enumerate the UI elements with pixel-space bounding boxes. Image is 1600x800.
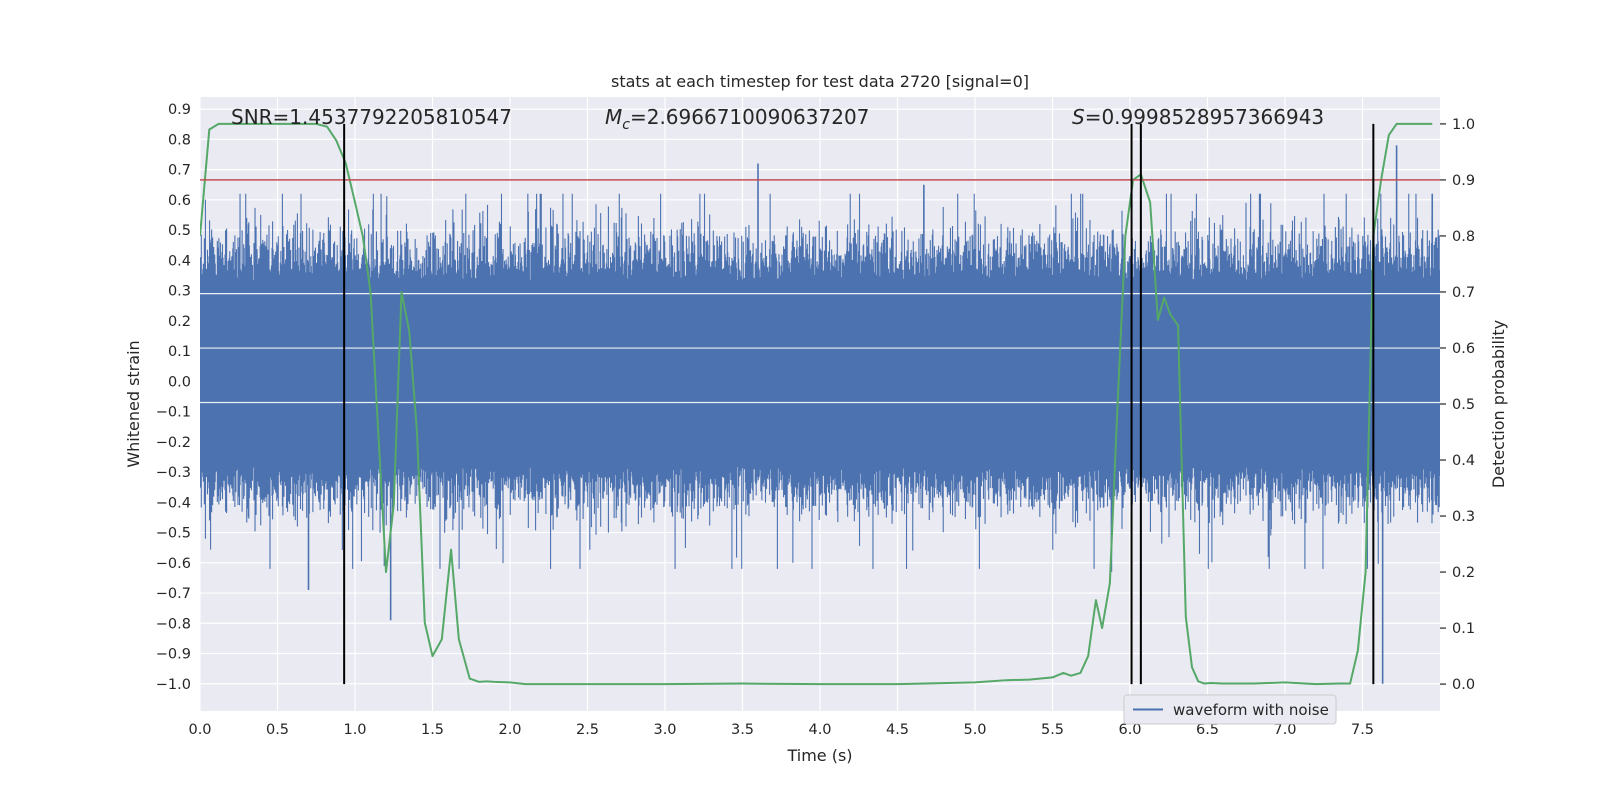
x-tick-label: 7.0 (1273, 722, 1296, 738)
legend-box (1123, 694, 1337, 725)
noise-core-band (200, 290, 1440, 463)
x-tick-label: 2.5 (576, 722, 599, 738)
y-tick-label: 0.0 (168, 374, 191, 390)
mc-annotation: Mc=2.6966710090637207 (605, 105, 869, 133)
y2-tick-label: 0.0 (1452, 677, 1475, 693)
y-tick-label: −0.8 (156, 616, 191, 632)
x-tick-label: 6.0 (1118, 722, 1141, 738)
y2-tick-label: 0.5 (1452, 397, 1475, 413)
y-tick-label: 0.2 (168, 314, 191, 330)
y-tick-label: 0.6 (168, 193, 191, 209)
y-tick-label: 0.7 (168, 163, 191, 179)
y-axis-label: Whitened strain (124, 340, 143, 467)
x-tick-label: 7.5 (1351, 722, 1374, 738)
y2-tick-label: 0.7 (1452, 285, 1475, 301)
y-tick-label: 0.4 (168, 253, 191, 269)
x-tick-label: 3.0 (653, 722, 676, 738)
s-value: =0.9998528957366943 (1085, 105, 1324, 129)
y2-tick-label: 0.2 (1452, 565, 1475, 581)
snr-annotation: SNR=1.4537792205810547 (231, 105, 512, 129)
left-axis-ticks: 0.9 0.8 0.7 0.6 0.5 0.4 0.3 0.2 0.1 0.0 −0.1 −0.2 −0… (156, 102, 191, 693)
y-tick-label: −0.2 (156, 435, 191, 451)
y2-tick-label: 0.1 (1452, 621, 1475, 637)
probability-line (200, 122, 1433, 686)
y2-tick-label: 1.0 (1452, 117, 1475, 133)
y-tick-label: 0.8 (168, 132, 191, 148)
y-tick-label: 0.5 (168, 223, 191, 239)
y-tick-label: 0.3 (168, 284, 191, 300)
y-tick-label: 0.9 (168, 102, 191, 118)
y2-tick-label: 0.9 (1452, 173, 1475, 189)
mc-value: =2.6966710090637207 (630, 105, 869, 129)
x-tick-label: 0.0 (188, 722, 211, 738)
s-annotation: S=0.9998528957366943 (1072, 105, 1324, 129)
legend-label: waveform with noise (1173, 701, 1329, 719)
chart-title: stats at each timestep for test data 272… (611, 72, 1029, 91)
y2-tick-label: 0.3 (1452, 509, 1475, 525)
y2-tick-label: 0.4 (1452, 453, 1475, 469)
y-tick-label: −1.0 (156, 677, 191, 693)
y-tick-label: −0.1 (156, 405, 191, 421)
s-symbol: S (1072, 105, 1085, 129)
x-tick-label: 6.5 (1196, 722, 1219, 738)
x-tick-label: 1.5 (421, 722, 444, 738)
x-tick-label: 2.0 (498, 722, 521, 738)
y-tick-label: −0.3 (156, 465, 191, 481)
mc-symbol: M (605, 105, 622, 129)
x-axis-label: Time (s) (786, 746, 852, 765)
y-tick-label: −0.9 (156, 647, 191, 663)
x-tick-label: 4.5 (886, 722, 909, 738)
x-tick-label: 3.5 (731, 722, 754, 738)
y-tick-label: −0.6 (156, 556, 191, 572)
legend: waveform with noise (1123, 694, 1337, 725)
y2-tick-label: 0.8 (1452, 229, 1475, 245)
y-tick-label: −0.7 (156, 586, 191, 602)
x-tick-label: 5.5 (1041, 722, 1064, 738)
y-tick-label: −0.5 (156, 526, 191, 542)
vline-layer (343, 123, 1375, 685)
y-tick-label: 0.1 (168, 344, 191, 360)
mc-subscript: c (622, 117, 630, 133)
x-axis-ticks: 0.0 0.5 1.0 1.5 2.0 2.5 3.0 3.5 4.0 4.5 5.0 5.5 6.0 6… (188, 722, 1374, 738)
y2-tick-label: 0.6 (1452, 341, 1475, 357)
x-tick-label: 0.5 (266, 722, 289, 738)
right-axis-ticks: 0.0 0.1 0.2 0.3 0.4 0.5 0.6 0.7 0.8 0.9 1.0 (1440, 117, 1475, 693)
x-tick-label: 5.0 (963, 722, 986, 738)
x-tick-label: 1.0 (343, 722, 366, 738)
y-tick-label: −0.4 (156, 495, 191, 511)
y2-axis-label: Detection probability (1489, 320, 1508, 488)
x-tick-label: 4.0 (808, 722, 831, 738)
detection-probability-series (200, 122, 1433, 686)
